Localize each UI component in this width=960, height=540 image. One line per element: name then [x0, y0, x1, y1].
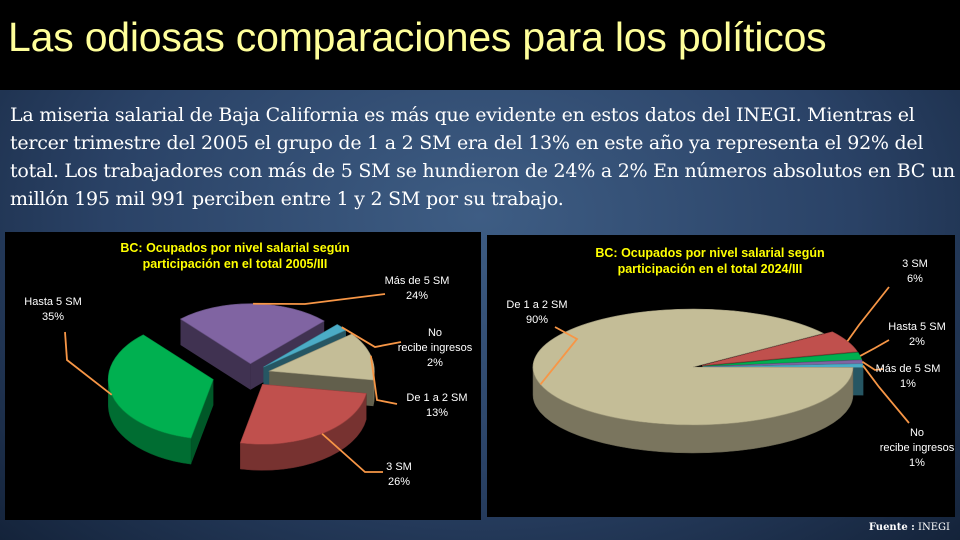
data-label-de-1-a-2-sm: 13% [426, 407, 448, 419]
leader-line-no-recibe-ingresos [862, 365, 910, 424]
pie-chart-2005: BC: Ocupados por nivel salarial según par… [24, 241, 473, 488]
slice-3-sm [702, 331, 858, 366]
category-label-mas-de-5-sm: Más de 5 SM [876, 363, 941, 375]
leader-line-hasta-5-sm [859, 339, 890, 357]
category-label-no-recibe-ingresos: recibe ingresos [398, 342, 473, 354]
source-value: INEGI [918, 522, 950, 533]
pie-chart-2024: BC: Ocupados por nivel salarial según par… [506, 246, 955, 469]
leader-line-mas-de-5-sm [253, 293, 386, 305]
chart-title-line: BC: Ocupados por nivel salarial según [595, 246, 824, 260]
chart-title-line: BC: Ocupados por nivel salarial según [120, 241, 349, 255]
data-label-3-sm: 26% [388, 476, 410, 488]
slide-title: Las odiosas comparaciones para los polít… [8, 14, 827, 60]
data-label-mas-de-5-sm: 1% [900, 378, 916, 390]
data-label-hasta-5-sm: 2% [909, 336, 925, 348]
leader-line-no-recibe-ingresos [341, 326, 402, 348]
data-label-mas-de-5-sm: 24% [406, 290, 428, 302]
slice-wall-mas-de-5-sm [180, 318, 251, 390]
data-label-no-recibe-ingresos: 2% [427, 357, 443, 369]
leader-line-de-1-a-2-sm [369, 355, 398, 405]
category-label-no-recibe-ingresos: No [910, 427, 924, 439]
category-label-de-1-a-2-sm: De 1 a 2 SM [506, 299, 567, 311]
source-note: Fuente : INEGI [869, 522, 950, 533]
title-bar [0, 0, 960, 90]
category-label-no-recibe-ingresos: No [428, 327, 442, 339]
category-label-hasta-5-sm: Hasta 5 SM [24, 296, 81, 308]
chart-title-line: participación en el total 2005/III [143, 257, 328, 271]
source-label: Fuente : [868, 522, 915, 533]
category-label-3-sm: 3 SM [902, 258, 928, 270]
description-paragraph: La miseria salarial de Baja California e… [10, 104, 955, 210]
chart-title-line: participación en el total 2024/III [618, 262, 803, 276]
leader-line-3-sm [846, 286, 890, 342]
leader-line-mas-de-5-sm [861, 360, 884, 371]
slice-mas-de-5-sm [179, 303, 325, 365]
leader-line-hasta-5-sm [64, 331, 113, 396]
category-label-no-recibe-ingresos: recibe ingresos [880, 442, 955, 454]
leader-line-de-1-a-2-sm [539, 326, 579, 386]
data-label-hasta-5-sm: 35% [42, 311, 64, 323]
category-label-3-sm: 3 SM [386, 461, 412, 473]
category-label-mas-de-5-sm: Más de 5 SM [385, 275, 450, 287]
data-label-de-1-a-2-sm: 90% [526, 314, 548, 326]
chart-panel-2024: BC: Ocupados por nivel salarial según par… [487, 235, 955, 517]
chart-panel-2005: BC: Ocupados por nivel salarial según par… [5, 232, 481, 520]
leader-line-3-sm [321, 433, 383, 473]
category-label-de-1-a-2-sm: De 1 a 2 SM [406, 392, 467, 404]
data-label-no-recibe-ingresos: 1% [909, 457, 925, 469]
category-label-hasta-5-sm: Hasta 5 SM [888, 321, 945, 333]
slice-3-sm [239, 384, 367, 445]
data-label-3-sm: 6% [907, 273, 923, 285]
